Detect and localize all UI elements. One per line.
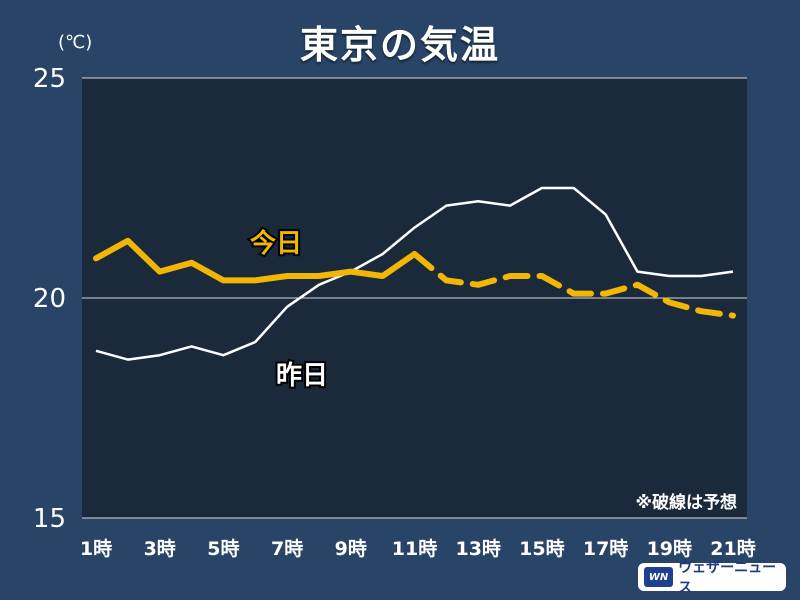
y-axis-unit: (℃) xyxy=(58,32,93,53)
x-tick-label: 3時 xyxy=(144,538,176,560)
x-tick-label: 13時 xyxy=(455,538,500,560)
x-tick-label: 5時 xyxy=(207,538,239,560)
series-line-yesterday xyxy=(95,186,734,361)
chart-title: 東京の気温 xyxy=(299,23,500,67)
series-line-today xyxy=(93,237,418,284)
y-tick-label: 25 xyxy=(33,64,66,94)
x-tick-label: 17時 xyxy=(583,538,628,560)
y-tick-label: 20 xyxy=(33,284,66,314)
series-label-yesterday: 昨日 xyxy=(276,361,328,391)
series-line-today-forecast xyxy=(411,251,736,319)
x-tick-label: 9時 xyxy=(335,538,367,560)
forecast-note: ※破線は予想 xyxy=(635,492,737,513)
x-tick-label: 19時 xyxy=(647,538,692,560)
x-tick-label: 15時 xyxy=(519,538,564,560)
weathernews-logo: WN ウェザーニュース xyxy=(638,560,786,596)
series-label-today: 今日 xyxy=(250,228,302,259)
weathernews-icon: WN xyxy=(644,567,674,587)
brand-name: ウェザーニュース xyxy=(678,560,777,596)
y-tick-label: 15 xyxy=(33,504,66,534)
x-tick-label: 1時 xyxy=(80,538,112,560)
x-tick-label: 7時 xyxy=(271,538,303,560)
x-tick-label: 11時 xyxy=(392,538,437,560)
x-tick-label: 21時 xyxy=(710,538,755,560)
